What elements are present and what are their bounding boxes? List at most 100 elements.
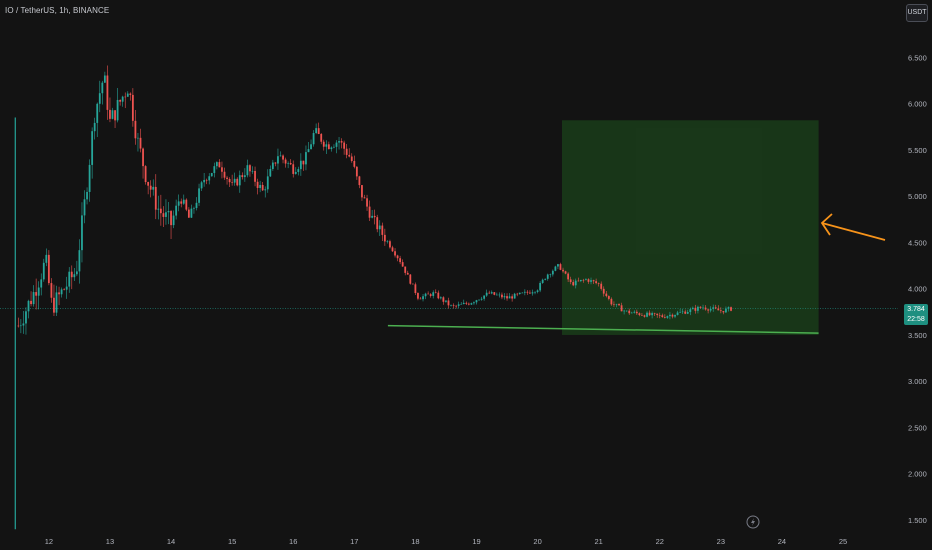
candle-body — [607, 296, 610, 299]
x-tick-label: 22 — [656, 537, 664, 546]
candle-body — [147, 182, 150, 186]
x-tick-label: 12 — [45, 537, 53, 546]
candle-body — [193, 208, 195, 209]
candle-body — [254, 170, 256, 182]
candle-body — [307, 149, 310, 153]
candle-body — [22, 323, 25, 326]
candle-body — [610, 298, 613, 305]
candle-body — [251, 170, 254, 172]
candle-body — [45, 254, 48, 263]
candle-body — [572, 282, 575, 286]
candle-body — [317, 128, 320, 134]
candle-body — [98, 93, 101, 104]
candle-body — [292, 164, 295, 174]
x-tick-label: 16 — [289, 537, 297, 546]
candle-body — [144, 166, 147, 183]
candle-body — [289, 162, 292, 165]
candle-body — [96, 103, 99, 123]
candle-body — [577, 280, 580, 282]
candle-body — [139, 137, 142, 149]
candle-body — [81, 215, 83, 251]
candle-body — [391, 247, 394, 252]
candle-body — [315, 128, 318, 134]
candle-body — [521, 292, 524, 294]
candle-body — [210, 173, 213, 177]
candle-body — [511, 296, 514, 299]
candle-body — [338, 141, 340, 143]
candle-body — [119, 99, 122, 102]
candle-body — [714, 307, 717, 309]
candle-body — [432, 292, 435, 296]
currency-selector[interactable]: USDT — [906, 4, 928, 22]
candle-body — [445, 300, 447, 302]
candle-body — [383, 234, 386, 242]
candle-body — [719, 310, 722, 312]
candle-body — [424, 293, 427, 297]
candle-body — [712, 307, 715, 309]
candle-body — [544, 278, 547, 280]
candle-body — [312, 133, 315, 145]
candle-body — [526, 291, 529, 293]
candle-body — [699, 306, 702, 308]
candle-body — [106, 75, 109, 110]
target-zone-box[interactable] — [562, 120, 819, 335]
arrow-annotation[interactable] — [820, 213, 886, 241]
candle-body — [111, 110, 114, 119]
candle-body — [154, 186, 157, 210]
candle-body — [65, 286, 68, 290]
candle-body — [355, 166, 358, 177]
candle-body — [498, 294, 501, 296]
candle-body — [165, 212, 167, 217]
candle-body — [689, 309, 692, 313]
candle-body — [534, 291, 536, 293]
candle-body — [218, 162, 221, 168]
candle-body — [529, 292, 531, 294]
candle-body — [495, 294, 498, 296]
candle-body — [508, 296, 511, 299]
candle-body — [343, 142, 346, 149]
candle-body — [389, 241, 391, 248]
candle-body — [582, 279, 585, 281]
y-tick-label: 2.500 — [908, 423, 927, 432]
candle-body — [490, 292, 493, 294]
candle-body — [172, 215, 175, 226]
candle-body — [86, 191, 88, 200]
y-tick-label: 1.500 — [908, 516, 927, 525]
candle-body — [282, 155, 284, 160]
candle-body — [722, 311, 725, 313]
candle-body — [404, 266, 407, 273]
candle-body — [195, 202, 198, 209]
candle-body — [513, 293, 516, 299]
candle-body — [536, 290, 539, 292]
candle-body — [707, 309, 710, 311]
candle-body — [442, 297, 445, 302]
candle-body — [63, 289, 66, 291]
candle-body — [361, 185, 363, 198]
candle-body — [623, 310, 626, 312]
candle-body — [697, 306, 699, 311]
candle-body — [348, 154, 351, 157]
candle-body — [562, 269, 564, 272]
candle-body — [691, 307, 694, 310]
candle-body — [483, 295, 486, 299]
candle-body — [305, 152, 307, 165]
candle-body — [299, 160, 302, 170]
candle-body — [557, 264, 559, 267]
y-tick-label: 5.000 — [908, 192, 927, 201]
candle-body — [523, 291, 526, 293]
lightning-icon[interactable] — [746, 515, 760, 529]
candle-body — [378, 225, 381, 230]
candle-body — [635, 311, 638, 314]
candle-body — [651, 313, 654, 316]
candle-body — [137, 137, 139, 139]
candle-body — [53, 297, 55, 313]
candle-body — [485, 292, 488, 296]
support-line[interactable] — [387, 324, 819, 334]
candle-body — [643, 315, 646, 317]
x-tick-label: 18 — [411, 537, 419, 546]
candles — [17, 65, 732, 335]
candle-body — [618, 303, 620, 306]
candle-body — [429, 294, 432, 296]
candle-body — [417, 293, 419, 299]
